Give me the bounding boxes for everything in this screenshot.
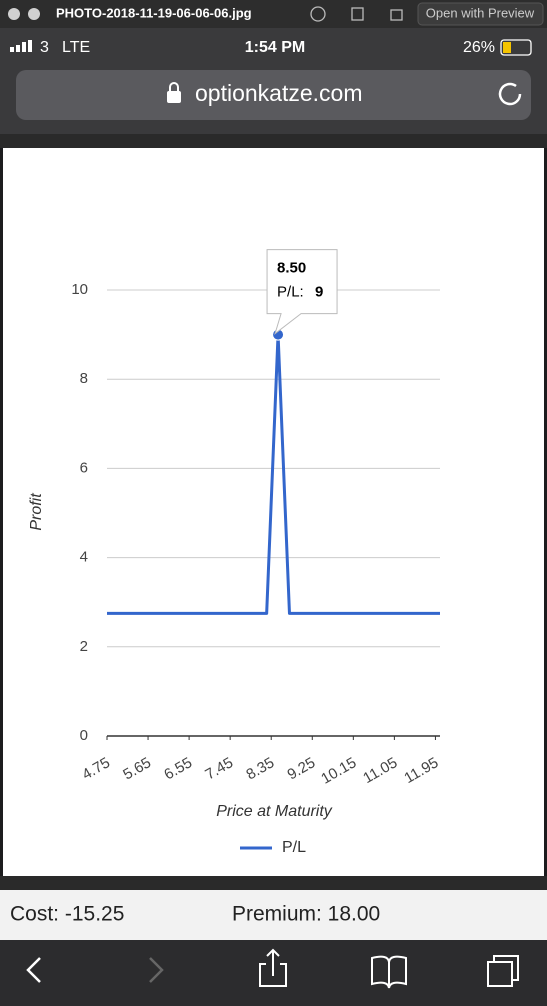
y-tick-label: 10: [71, 281, 88, 298]
battery-icon: [500, 39, 532, 56]
minimize-button[interactable]: [28, 8, 40, 20]
close-button[interactable]: [8, 8, 20, 20]
time: 1:54 PM: [245, 39, 305, 56]
legend-label: P/L: [282, 839, 306, 856]
y-tick-label: 0: [80, 727, 88, 744]
tabs-button[interactable]: [487, 955, 519, 987]
summary-bar: [0, 890, 547, 940]
reload-button[interactable]: [498, 82, 522, 106]
y-tick-label: 2: [80, 638, 88, 655]
back-button[interactable]: [26, 957, 41, 983]
cost: Cost: -15.25: [10, 903, 124, 926]
tooltip-box: [266, 249, 338, 335]
battery-percent: 26%: [463, 39, 495, 56]
y-tick-label: 4: [80, 549, 88, 566]
share-icon[interactable]: [390, 9, 403, 21]
open-button[interactable]: [417, 2, 544, 26]
signal-icon: [10, 40, 32, 52]
battery-level: [503, 42, 511, 53]
bookmarks-button[interactable]: [371, 955, 407, 989]
y-tick-label: 6: [80, 459, 88, 476]
carrier: 3: [40, 39, 49, 56]
window-title: PHOTO-2018-11-19-06-06-06.jpg: [56, 5, 252, 20]
premium: Premium: 18.00: [232, 903, 380, 926]
tooltip-value: 9: [315, 284, 323, 301]
tooltip-title: 8.50: [277, 260, 306, 277]
x-axis-label: Price at Maturity: [216, 803, 333, 820]
divider: [0, 876, 547, 890]
url: optionkatze.com: [195, 80, 362, 106]
lock-icon: [167, 91, 181, 103]
rotate-icon[interactable]: [351, 7, 364, 21]
cut-row: [0, 134, 547, 148]
markup-icon[interactable]: [310, 6, 326, 22]
network: LTE: [62, 39, 90, 56]
lock-shackle: [169, 82, 179, 91]
y-tick-label: 8: [80, 370, 88, 387]
forward-button[interactable]: [149, 957, 164, 983]
y-axis-label: Profit: [28, 493, 45, 531]
open-button-label: Open with Preview: [426, 5, 535, 20]
tooltip-label: P/L:: [277, 284, 304, 301]
share-button[interactable]: [259, 948, 287, 987]
url-bar[interactable]: [16, 70, 531, 120]
